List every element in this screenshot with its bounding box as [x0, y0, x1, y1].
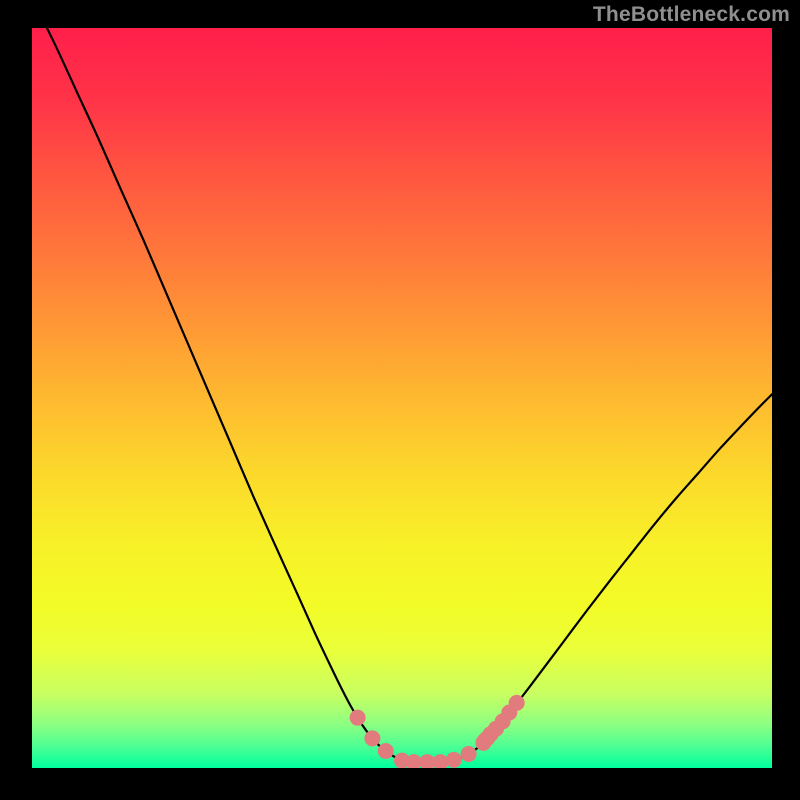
data-marker: [364, 730, 380, 746]
data-marker: [378, 743, 394, 759]
data-marker: [461, 746, 477, 762]
data-marker: [432, 754, 448, 770]
plot-background: [32, 28, 772, 768]
bottleneck-chart: TheBottleneck.com: [0, 0, 800, 800]
chart-svg: [0, 0, 800, 800]
data-marker: [446, 752, 462, 768]
data-marker: [509, 695, 525, 711]
watermark: TheBottleneck.com: [593, 3, 790, 27]
data-marker: [350, 710, 366, 726]
